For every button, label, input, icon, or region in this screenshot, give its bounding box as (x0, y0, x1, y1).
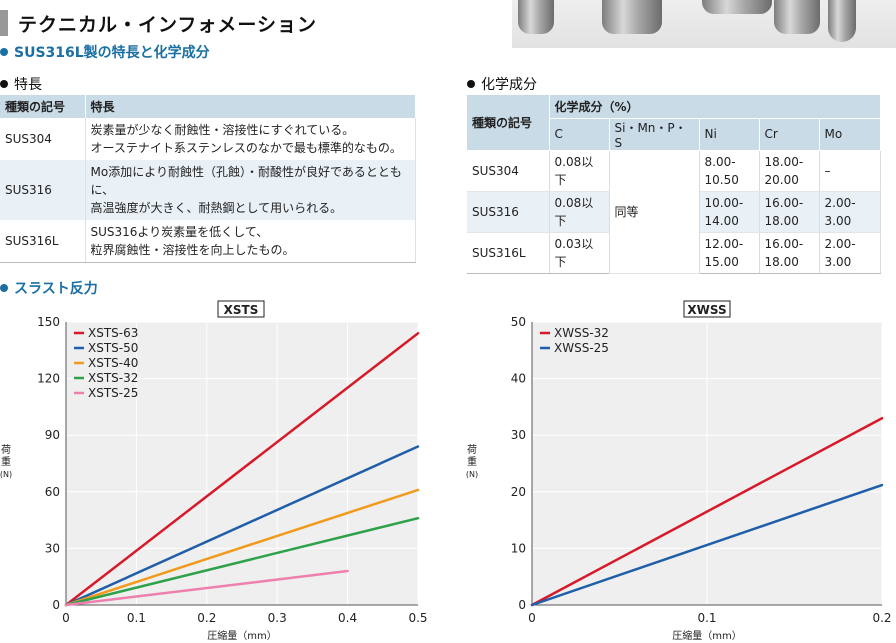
page-title-text: テクニカル・インフォメーション (18, 13, 318, 36)
legend-label: XSTS-40 (88, 356, 138, 370)
x-tick-label: 0 (62, 611, 70, 625)
y-tick-label: 0 (52, 598, 60, 612)
table-header: 種類の記号 (467, 95, 550, 151)
y-tick-label: 120 (37, 372, 60, 386)
legend-label: XSTS-25 (88, 386, 138, 400)
x-tick-label: 0 (528, 611, 536, 625)
same-cell: 同等 (609, 150, 700, 274)
chart-title: XWSS (687, 303, 726, 317)
x-tick-label: 0.2 (872, 611, 891, 625)
y-tick-label: 20 (511, 485, 526, 499)
features-heading: 特長 (0, 74, 42, 94)
bullet-icon (0, 284, 8, 292)
bullet-icon (0, 48, 8, 56)
x-tick-label: 0.1 (697, 611, 716, 625)
y-tick-label: 60 (45, 485, 60, 499)
x-tick-label: 0.1 (127, 611, 146, 625)
table-header: 種類の記号 (0, 95, 86, 118)
x-axis-label: 圧縮量（mm） (672, 629, 741, 642)
x-axis-label: 圧縮量（mm） (207, 629, 276, 642)
y-axis-label: 荷重(N) (0, 444, 12, 479)
bullet-icon (467, 80, 475, 88)
x-tick-label: 0.4 (338, 611, 357, 625)
table-header: 化学成分（%） (549, 95, 881, 119)
table-row: SUS304 0.08以下 同等 8.00- 10.50 18.00- 20.00 … (467, 150, 881, 274)
table-header: C (549, 118, 610, 151)
series-line-xsts-25 (64, 569, 349, 607)
chart-title: XSTS (224, 303, 259, 317)
y-tick-label: 50 (511, 315, 526, 329)
legend-label: XWSS-25 (554, 341, 609, 355)
table-row: SUS316 Mo添加により耐蝕性（孔蝕）・耐酸性が良好であるとともに、 高温強度… (0, 160, 416, 220)
series-line-xsts-40 (64, 488, 420, 607)
legend-label: XWSS-32 (554, 326, 609, 340)
features-table: 種類の記号 特長 SUS304 炭素量が少なく耐蝕性・溶接性にすぐれている。 オー… (0, 95, 416, 263)
x-tick-label: 0.2 (197, 611, 216, 625)
page-title: テクニカル・インフォメーション (0, 10, 317, 36)
table-header: Ni (699, 118, 760, 151)
y-axis-label: 荷重(N) (466, 444, 478, 479)
table-header: Si・Mn・P・S (609, 118, 700, 151)
table-header: 特長 (85, 95, 416, 118)
product-photo (512, 0, 896, 48)
table-row: SUS316L 0.03以下 12.00- 15.00 16.00- 18.00 2… (467, 232, 881, 274)
chem-heading: 化学成分 (467, 74, 537, 94)
legend-label: XSTS-50 (88, 341, 138, 355)
chart-title-box (683, 300, 731, 318)
table-row: SUS316L SUS316より炭素量を低くして、 粒界腐蝕性・溶接性を向上したも… (0, 220, 416, 263)
y-tick-label: 150 (37, 315, 60, 329)
y-tick-label: 10 (511, 541, 526, 555)
legend-label: XSTS-32 (88, 371, 138, 385)
y-tick-label: 30 (511, 428, 526, 442)
series-line-xwss-25 (530, 483, 884, 607)
legend-label: XSTS-63 (88, 326, 138, 340)
table-row: SUS316 0.08以下 10.00- 14.00 16.00- 18.00 2.… (467, 191, 881, 233)
plot-area (66, 322, 418, 605)
title-bar-decoration (0, 10, 8, 36)
series-line-xwss-32 (530, 416, 884, 607)
series-line-xsts-63 (64, 332, 420, 607)
section-heading-thrust: スラスト反力 (0, 278, 98, 298)
section-heading-sus: SUS316L製の特長と化学成分 (0, 42, 210, 62)
chem-table: 種類の記号 化学成分（%） C Si・Mn・P・S Ni Cr Mo SUS30… (467, 95, 881, 274)
bullet-icon (0, 80, 8, 88)
x-tick-label: 0.3 (268, 611, 287, 625)
x-tick-label: 0.5 (408, 611, 427, 625)
y-tick-label: 40 (511, 372, 526, 386)
y-tick-label: 0 (518, 598, 526, 612)
series-line-xsts-32 (64, 516, 420, 607)
table-row: SUS304 炭素量が少なく耐蝕性・溶接性にすぐれている。 オーステナイト系ステン… (0, 118, 416, 160)
chart-title-box (217, 300, 265, 318)
y-tick-label: 90 (45, 428, 60, 442)
table-header: Cr (759, 118, 820, 151)
series-line-xsts-50 (64, 445, 420, 607)
y-tick-label: 30 (45, 541, 60, 555)
table-header: Mo (819, 118, 881, 151)
